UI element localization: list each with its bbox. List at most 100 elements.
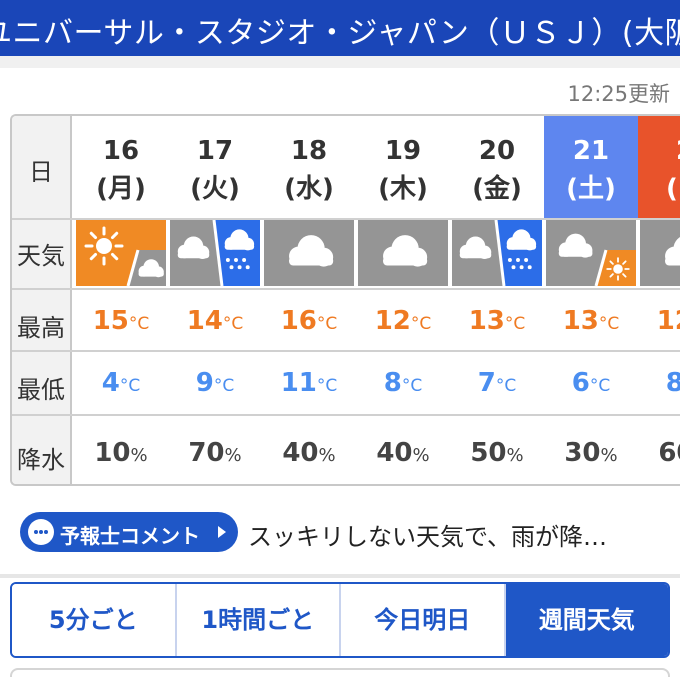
row-label-high: 最高 (17, 314, 65, 342)
rain-unit: % (318, 445, 336, 466)
sun-shape (84, 226, 124, 266)
high-temp-value: 15 (92, 306, 129, 336)
cloud-shape (383, 235, 428, 267)
temp-unit: °C (495, 376, 517, 396)
row-labels: 日 天気 最高 最低 降水 (12, 116, 72, 484)
row-divider (12, 218, 680, 220)
day-column: 18 (水) 16°C 11°C 40% (262, 116, 356, 484)
header-divider (0, 56, 680, 68)
speech-bubble-icon (28, 519, 54, 545)
row-label-low: 最低 (17, 376, 65, 404)
cloudy-then-rain-icon (452, 220, 542, 286)
rain-chance-value: 40 (282, 438, 319, 468)
date-header: 21 (土) (544, 116, 638, 218)
rain-chance-value: 10 (94, 438, 131, 468)
weekday: (水) (284, 174, 334, 204)
rain-chance-value: 40 (376, 438, 413, 468)
sun-shape (606, 257, 630, 281)
high-temp-value: 16 (280, 306, 317, 336)
rain-chance: 60% (638, 438, 680, 468)
date-header: 18 (水) (262, 116, 356, 218)
high-temp-value: 12 (656, 306, 680, 336)
day-column: 20 (金) 13°C 7°C 50% (450, 116, 544, 484)
rain-chance: 40% (356, 438, 450, 468)
temp-unit: °C (598, 314, 620, 334)
temp-unit: °C (504, 314, 526, 334)
temp-unit: °C (119, 376, 141, 396)
day-number: 21 (572, 136, 610, 166)
high-temp: 14°C (168, 306, 262, 336)
cloud-shape (177, 236, 210, 259)
rain-unit: % (130, 445, 148, 466)
date-header: 19 (木) (356, 116, 450, 218)
cloudy-then-sunny-icon (546, 220, 636, 286)
day-number: 16 (102, 136, 140, 166)
row-label-weather: 天気 (17, 242, 65, 270)
rain-chance: 50% (450, 438, 544, 468)
row-label-rain: 降水 (17, 446, 65, 474)
tab-hourly[interactable]: 1時間ごと (176, 584, 341, 656)
row-divider (12, 288, 680, 290)
rain-unit: % (224, 445, 242, 466)
rain-chance-value: 60 (658, 438, 680, 468)
date-header: 20 (金) (450, 116, 544, 218)
weekday: (火) (190, 174, 240, 204)
forecaster-comment-label: 予報士コメント (60, 524, 200, 548)
rain-unit: % (600, 445, 618, 466)
high-temp-value: 13 (468, 306, 505, 336)
tab-5min[interactable]: 5分ごと (12, 584, 177, 656)
next-card (10, 668, 670, 677)
high-temp: 13°C (450, 306, 544, 336)
rain-drops (507, 258, 532, 270)
weekday: (金) (472, 174, 522, 204)
low-temp-value: 8 (666, 368, 680, 398)
cloudy-icon (358, 220, 448, 286)
rain-chance-value: 50 (470, 438, 507, 468)
tab-today-tomorrow[interactable]: 今日明日 (341, 584, 506, 656)
rain-chance: 40% (262, 438, 356, 468)
day-number: 18 (290, 136, 328, 166)
high-temp: 13°C (544, 306, 638, 336)
weekday: (日 (666, 174, 680, 204)
low-temp: 8°C (356, 368, 450, 398)
updated-time: 12:25更新 (567, 82, 670, 106)
day-number: 19 (384, 136, 422, 166)
cloud-shape (558, 233, 593, 258)
day-number: 20 (478, 136, 516, 166)
tab-weekly[interactable]: 週間天気 (505, 584, 668, 656)
day-number: 2 (638, 136, 680, 166)
row-label-date: 日 (29, 158, 53, 186)
cloud-shape (665, 237, 680, 266)
day-column: 21 (土) 13°C 6°C 30% (544, 116, 638, 484)
forecaster-comment[interactable]: 予報士コメント スッキリしない天気で、雨が降… (20, 512, 680, 554)
low-temp-value: 4 (101, 368, 120, 398)
day-column: 19 (木) 12°C 8°C 40% (356, 116, 450, 484)
cloud-shape (459, 236, 492, 259)
comment-text[interactable]: スッキリしない天気で、雨が降… (248, 523, 608, 551)
cloud-shape (138, 259, 164, 278)
weekly-forecast-table: 日 天気 最高 最低 降水 16 (月) 15°C 4°C 10% 17 (火) (10, 114, 680, 486)
high-temp: 12°C (356, 306, 450, 336)
rain-chance-value: 70 (188, 438, 225, 468)
low-temp-value: 6 (571, 368, 590, 398)
day-column: 17 (火) 14°C 9°C 70% (168, 116, 262, 484)
day-column: 16 (月) 15°C 4°C 10% (74, 116, 168, 484)
cloud-shape (506, 229, 537, 251)
play-arrow-icon (218, 526, 226, 538)
cloud-shape (289, 235, 334, 267)
high-temp: 15°C (74, 306, 168, 336)
page-title: ユニバーサル・スタジオ・ジャパン（ＵＳＪ）(大阪市 (0, 16, 680, 51)
high-temp-value: 13 (562, 306, 599, 336)
forecaster-comment-button[interactable]: 予報士コメント (20, 512, 238, 552)
date-header: 2 (日 (638, 116, 680, 218)
temp-unit: °C (316, 314, 338, 334)
weekday: (木) (378, 174, 428, 204)
low-temp-value: 11 (280, 368, 317, 398)
cloud-shape (224, 229, 255, 251)
temp-unit: °C (222, 314, 244, 334)
low-temp: 4°C (74, 368, 168, 398)
cloudy-then-rain-icon (170, 220, 260, 286)
day-column: 2 (日 12°C 8°C 60% (638, 116, 680, 484)
date-header: 16 (月) (74, 116, 168, 218)
cloudy-icon (264, 220, 354, 286)
